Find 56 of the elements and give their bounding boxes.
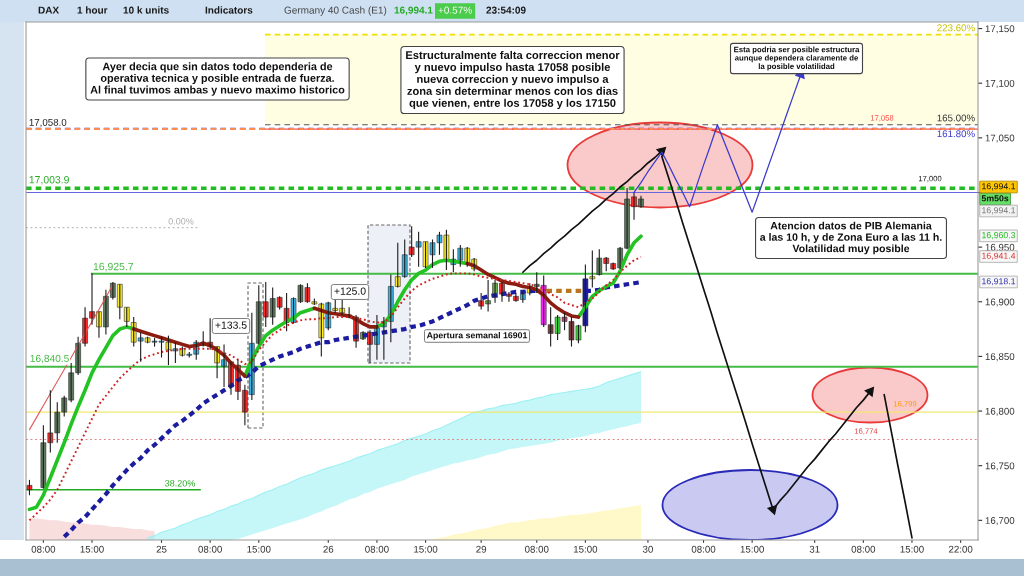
y-tick-label: 17,100 <box>985 79 1015 88</box>
x-tick-label: 25 <box>156 545 167 553</box>
x-tick-label: 15:00 <box>247 545 271 553</box>
x-tick-label: 31 <box>809 545 820 553</box>
x-tick-label: 15:00 <box>414 545 438 553</box>
annotation: 16,941.4 <box>982 252 1016 260</box>
text: 1 hour <box>77 6 108 14</box>
x-tick-label: 15:00 <box>80 545 104 553</box>
y-tick-label: 17,050 <box>985 134 1015 143</box>
ref-line-label: 16,925.7 <box>93 262 134 272</box>
x-tick-label: 15:00 <box>573 545 598 553</box>
text: Indicators <box>205 6 253 14</box>
x-tick-label: 08:00 <box>365 545 389 553</box>
x-tick-label: 22:00 <box>948 545 973 553</box>
y-tick-label: 16,850 <box>985 353 1015 362</box>
annotation: 165.00% <box>937 114 975 122</box>
text: +0.57% <box>438 6 472 14</box>
ref-line-label: 17,058.0 <box>29 118 67 127</box>
ref-line-label: 17,003.9 <box>29 176 69 185</box>
text: 23:54:09 <box>486 6 526 14</box>
x-tick-label: 08:00 <box>851 545 876 553</box>
x-tick-label: 26 <box>323 545 334 553</box>
y-tick-label: 16,750 <box>985 462 1015 471</box>
y-tick-label: 17,150 <box>985 25 1015 34</box>
annotation: +125.0 <box>334 287 366 295</box>
x-tick-label: 08:00 <box>31 545 56 553</box>
annotation: Ayer decia que sin datos todo dependeria de operativa tecnica y posible entrada de fuerza. Al final tuvimos ambas y nuevo maximo historico <box>90 62 345 96</box>
x-tick-label: 15:00 <box>900 545 924 553</box>
y-tick-label: 16,950 <box>985 243 1015 252</box>
y-tick-label: 16,900 <box>985 298 1015 307</box>
x-tick-label: 30 <box>642 545 653 553</box>
text: 16,994.1 <box>394 6 433 16</box>
annotation: 161.80% <box>937 130 975 138</box>
annotation: 16,918.1 <box>982 278 1016 286</box>
x-tick-label: 08:00 <box>691 545 716 553</box>
text: 16,994.1 <box>982 207 1016 215</box>
text: 16,994.1 <box>982 183 1016 191</box>
annotation: +133.5 <box>215 321 247 329</box>
x-tick-label: 08:00 <box>198 545 222 553</box>
chart-title: Germany 40 Cash (E1) <box>284 6 387 16</box>
annotation: 38.20% <box>165 480 195 487</box>
x-tick-label: 15:00 <box>740 545 764 553</box>
text: DAX <box>38 6 60 14</box>
annotation: 223.60% <box>937 24 975 32</box>
annotation: Apertura semanal 16901 <box>426 331 528 341</box>
x-tick-label: 29 <box>476 545 487 553</box>
text: 10 k units <box>123 6 169 14</box>
annotation: Estructuralmente falta correccion menor y nuevo impulso hasta 17058 posible nueva correccion y nuevo impulso a zona sin determinar menos con los dias que vienen, entre los 17058 y los 17150 <box>406 50 620 110</box>
annotation: Atencion datos de PIB Alemania a las 10 h, y de Zona Euro a las 11 h. Volatilidad muy posible <box>760 221 942 255</box>
annotation: 0.00% <box>168 218 194 225</box>
y-tick-label: 16,800 <box>985 407 1015 416</box>
annotation: 16,960.3 <box>982 232 1016 240</box>
y-tick-label: 16,700 <box>985 517 1015 526</box>
x-tick-label: 08:00 <box>524 545 549 553</box>
text: 5m50s <box>981 195 1009 202</box>
ref-line-label: 16,840.5 <box>30 354 69 364</box>
